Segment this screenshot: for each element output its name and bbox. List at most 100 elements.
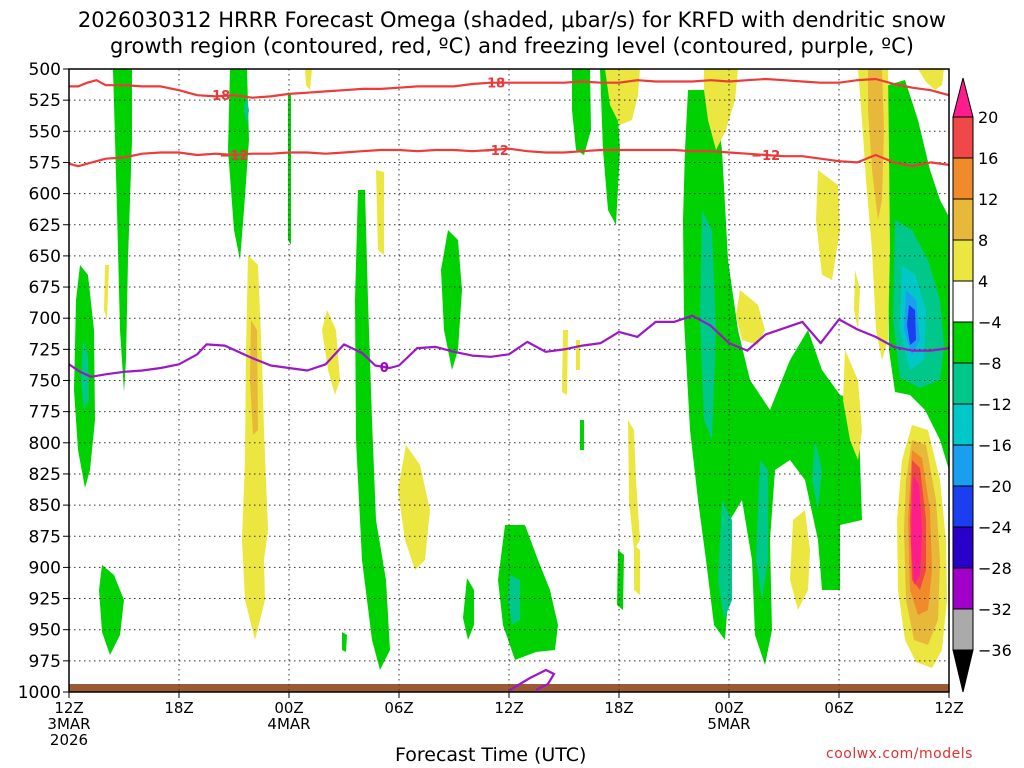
- x-axis-label: Forecast Time (UTC): [395, 744, 587, 766]
- omega-region: [736, 290, 765, 345]
- y-tick-label: 600: [29, 185, 61, 205]
- contour-labels: −18 −18 −12 −12 −12 0: [201, 77, 780, 376]
- y-tick-label: 775: [29, 403, 61, 423]
- omega-region: [355, 190, 390, 670]
- chart-title-line1: 2026030312 HRRR Forecast Omega (shaded, …: [77, 8, 947, 32]
- x-tick-label: 00Z: [274, 699, 303, 717]
- omega-region: [634, 545, 640, 595]
- y-tick-label: 950: [29, 621, 61, 641]
- colorbar-swatch: [952, 567, 974, 610]
- surface-band: [69, 684, 949, 692]
- y-tick-label: 825: [29, 465, 61, 485]
- y-tick-label: 975: [29, 652, 61, 672]
- omega-region: [113, 69, 132, 392]
- x-date-label: 3MAR: [47, 715, 90, 733]
- colorbar-swatch: [952, 77, 974, 118]
- dgz-label-minus18: −18: [476, 77, 505, 92]
- omega-region: [508, 575, 520, 625]
- freezing-level-contour: [69, 314, 949, 378]
- colorbar-swatch: [952, 403, 974, 446]
- colorbar-swatch: [952, 157, 974, 200]
- omega-region: [305, 69, 312, 90]
- omega-region: [376, 170, 384, 255]
- y-tick-label: 625: [29, 216, 61, 236]
- omega-shading: [69, 69, 949, 692]
- y-tick-label: 925: [29, 590, 61, 610]
- y-tick-label: 800: [29, 434, 61, 454]
- colorbar-swatch: [952, 526, 974, 569]
- colorbar-label: −28: [978, 559, 1012, 578]
- colorbar-swatch: [952, 321, 974, 364]
- colorbar-label: −20: [978, 477, 1012, 496]
- x-date-label: 5MAR: [707, 715, 750, 733]
- x-tick-label: 12Z: [54, 699, 83, 717]
- y-tick-label: 700: [29, 309, 61, 329]
- omega-region: [572, 69, 591, 155]
- omega-region: [104, 265, 109, 320]
- y-tick-label: 725: [29, 340, 61, 360]
- colorbar-label: −24: [978, 518, 1012, 537]
- y-tick-label: 525: [29, 91, 61, 111]
- y-tick-label: 575: [29, 153, 61, 173]
- x-date-label: 4MAR: [267, 715, 310, 733]
- dgz-label-minus12: −12: [751, 149, 780, 164]
- colorbar-swatch: [952, 239, 974, 282]
- contour-lines: [69, 77, 949, 691]
- omega-region: [868, 69, 884, 220]
- omega-region: [576, 340, 580, 370]
- colorbar-label: −36: [978, 641, 1012, 660]
- y-tick-label: 550: [29, 122, 61, 142]
- colorbar-swatch: [952, 649, 974, 693]
- colorbar-label: −4: [978, 313, 1002, 332]
- dgz-label-minus18: −18: [201, 89, 230, 104]
- colorbar-label: 8: [978, 231, 988, 250]
- omega-region: [398, 445, 430, 570]
- colorbar-swatch: [952, 444, 974, 487]
- colorbar-swatch: [952, 608, 974, 651]
- colorbar-label: −16: [978, 436, 1012, 455]
- y-tick-label: 850: [29, 496, 61, 516]
- colorbar-label: −32: [978, 600, 1012, 619]
- dgz-contour-minus18: [69, 77, 949, 99]
- y-tick-label: 1000: [18, 683, 61, 703]
- colorbar-label: −12: [978, 395, 1012, 414]
- omega-region: [463, 578, 474, 640]
- omega-region: [617, 550, 624, 610]
- omega-region: [911, 475, 922, 585]
- omega-region: [228, 69, 249, 260]
- x-year-label: 2026: [50, 731, 88, 749]
- omega-region: [99, 565, 124, 655]
- y-tick-label: 750: [29, 372, 61, 392]
- x-tick-label: 18Z: [164, 699, 193, 717]
- chart-title-line2: growth region (contoured, red, ºC) and f…: [110, 34, 914, 58]
- colorbar-swatch: [952, 198, 974, 241]
- omega-region: [342, 632, 347, 652]
- x-tick-label: 06Z: [824, 699, 853, 717]
- x-tick-label: 18Z: [604, 699, 633, 717]
- omega-region: [242, 255, 268, 640]
- y-axis: 500 525 550 575 600 625 650 675 700 725 750 775 800 8…: [18, 60, 69, 703]
- omega-region: [580, 420, 584, 450]
- dgz-label-minus12: −12: [220, 149, 249, 164]
- x-tick-label: 12Z: [494, 699, 523, 717]
- omega-region: [562, 330, 568, 395]
- x-tick-label: 00Z: [714, 699, 743, 717]
- colorbar-label: 4: [978, 272, 988, 291]
- omega-region: [812, 440, 822, 510]
- colorbar-swatch: [952, 362, 974, 405]
- colorbar-label: −8: [978, 354, 1002, 373]
- omega-region: [498, 525, 558, 660]
- omega-region: [918, 69, 944, 90]
- pressure-grid: [69, 68, 949, 693]
- colorbar-label: 12: [978, 190, 998, 209]
- omega-region: [816, 170, 840, 280]
- omega-region: [322, 310, 340, 395]
- dgz-contour-minus12: [69, 147, 949, 168]
- colorbar-swatch: [952, 116, 974, 159]
- y-tick-label: 875: [29, 527, 61, 547]
- colorbar-label: 16: [978, 149, 998, 168]
- y-tick-label: 675: [29, 278, 61, 298]
- omega-region: [628, 420, 640, 550]
